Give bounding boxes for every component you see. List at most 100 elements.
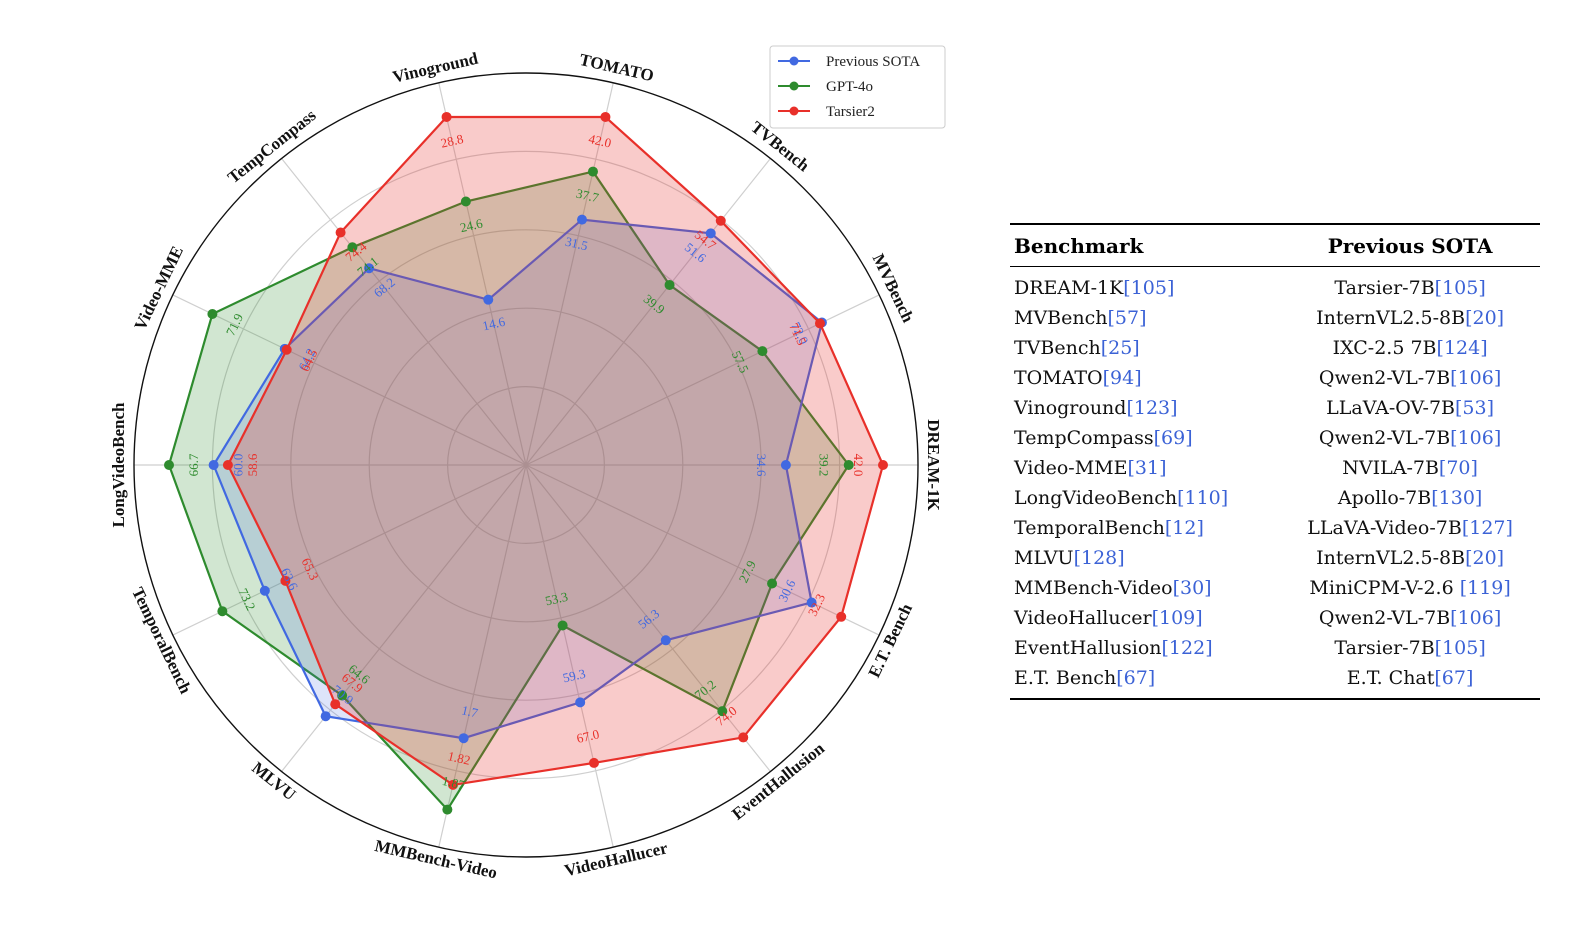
value-label: 34.6	[754, 454, 769, 477]
benchmark-cell: MLVU[128]	[1010, 544, 1280, 574]
data-point	[767, 578, 778, 589]
series-area-tarsier2	[226, 115, 885, 787]
data-point	[780, 460, 791, 470]
citation-link[interactable]: [128]	[1073, 547, 1125, 569]
grid-spoke	[525, 82, 614, 466]
benchmark-cell-text: DREAM-1K	[1014, 277, 1124, 299]
category-label: TOMATO	[578, 50, 656, 85]
table-row: TOMATO[94] Qwen2-VL-7B[106]	[1010, 364, 1540, 394]
value-label: 1.7	[460, 702, 480, 720]
legend-marker	[789, 81, 799, 91]
value-label: 24.6	[459, 215, 485, 235]
benchmark-cell: VideoHallucer[109]	[1010, 604, 1280, 634]
citation-link[interactable]: [20]	[1465, 307, 1505, 329]
citation-link[interactable]: [105]	[1123, 277, 1175, 299]
sota-cell: E.T. Chat[67]	[1280, 664, 1540, 699]
citation-link[interactable]: [110]	[1177, 487, 1229, 509]
benchmark-cell-text: VideoHallucer	[1014, 607, 1152, 629]
data-point	[217, 606, 228, 617]
category-label: Vinoground	[391, 49, 481, 87]
data-point	[335, 227, 346, 238]
citation-link[interactable]: [25]	[1100, 337, 1140, 359]
citation-link[interactable]: [53]	[1455, 397, 1495, 419]
value-label: 42.0	[851, 454, 866, 477]
benchmark-cell-text: MMBench-Video	[1014, 577, 1173, 599]
citation-link[interactable]: [69]	[1153, 427, 1193, 449]
citation-link[interactable]: [130]	[1431, 487, 1483, 509]
citation-link[interactable]: [31]	[1127, 457, 1167, 479]
sota-cell: Qwen2-VL-7B[106]	[1280, 364, 1540, 394]
benchmark-cell: TVBench[25]	[1010, 334, 1280, 364]
value-label: 1.82	[446, 748, 472, 768]
benchmark-cell-text: TemporalBench	[1014, 517, 1165, 539]
grid-spoke	[525, 464, 614, 848]
sota-cell-text: MiniCPM-V-2.6	[1309, 577, 1460, 599]
citation-link[interactable]: [67]	[1116, 667, 1156, 689]
citation-link[interactable]: [12]	[1164, 517, 1204, 539]
benchmark-cell: TOMATO[94]	[1010, 364, 1280, 394]
citation-link[interactable]: [105]	[1434, 277, 1486, 299]
citation-link[interactable]: [123]	[1126, 397, 1178, 419]
legend: Previous SOTA GPT-4o Tarsier2	[769, 45, 946, 129]
data-point	[280, 575, 291, 586]
table-row: DREAM-1K[105] Tarsier-7B[105]	[1010, 267, 1540, 305]
legend-label: GPT-4o	[826, 79, 873, 95]
benchmark-cell-text: MVBench	[1014, 307, 1108, 329]
sota-cell: Qwen2-VL-7B[106]	[1280, 604, 1540, 634]
citation-link[interactable]: [70]	[1438, 457, 1478, 479]
data-point	[660, 635, 671, 646]
citation-link[interactable]: [106]	[1450, 367, 1502, 389]
benchmark-cell-text: EventHallusion	[1014, 637, 1162, 659]
sota-cell: MiniCPM-V-2.6 [119]	[1280, 574, 1540, 604]
benchmark-cell: Video-MME[31]	[1010, 454, 1280, 484]
data-point	[330, 699, 341, 710]
sota-cell-text: IXC-2.5 7B	[1332, 337, 1437, 359]
data-point	[757, 346, 768, 357]
sota-cell-text: E.T. Chat	[1346, 667, 1435, 689]
category-label: TemporalBench	[128, 584, 195, 697]
value-label: 14.6	[481, 314, 507, 334]
sota-cell-text: Tarsier-7B	[1334, 637, 1435, 659]
citation-link[interactable]: [105]	[1434, 637, 1486, 659]
benchmark-cell: EventHallusion[122]	[1010, 634, 1280, 664]
citation-link[interactable]: [67]	[1434, 667, 1474, 689]
citation-link[interactable]: [94]	[1102, 367, 1142, 389]
citation-link[interactable]: [127]	[1461, 517, 1513, 539]
citation-link[interactable]: [124]	[1436, 337, 1488, 359]
citation-link[interactable]: [106]	[1450, 607, 1502, 629]
value-label: 60.0	[231, 454, 246, 477]
value-label: 39.2	[817, 454, 832, 477]
benchmark-cell-text: Video-MME	[1014, 457, 1128, 479]
data-point	[575, 697, 586, 708]
benchmark-cell: LongVideoBench[110]	[1010, 484, 1280, 514]
table-row: TVBench[25] IXC-2.5 7B[124]	[1010, 334, 1540, 364]
category-label: EventHallusion	[728, 738, 828, 823]
data-point	[320, 711, 331, 722]
benchmark-cell-text: Vinoground	[1014, 397, 1127, 419]
header-benchmark: Benchmark	[1014, 234, 1144, 258]
category-label: E.T. Bench	[865, 600, 917, 680]
citation-link[interactable]: [109]	[1151, 607, 1203, 629]
table-row: MLVU[128] InternVL2.5-8B[20]	[1010, 544, 1540, 574]
sota-cell: InternVL2.5-8B[20]	[1280, 544, 1540, 574]
grid-spoke	[281, 464, 527, 772]
citation-link[interactable]: [30]	[1172, 577, 1212, 599]
sota-cell-text: InternVL2.5-8B	[1316, 547, 1466, 569]
data-point	[705, 228, 716, 239]
value-label: 59.3	[561, 666, 587, 686]
sota-cell: LLaVA-Video-7B[127]	[1280, 514, 1540, 544]
grid-spoke	[172, 464, 527, 636]
table-row: E.T. Bench[67] E.T. Chat[67]	[1010, 664, 1540, 699]
citation-link[interactable]: [122]	[1161, 637, 1213, 659]
citation-link[interactable]: [119]	[1459, 577, 1511, 599]
citation-link[interactable]: [106]	[1450, 427, 1502, 449]
citation-link[interactable]: [57]	[1107, 307, 1147, 329]
citation-link[interactable]: [20]	[1465, 547, 1505, 569]
legend-box	[769, 45, 946, 129]
benchmark-cell: E.T. Bench[67]	[1010, 664, 1280, 699]
legend-label: Previous SOTA	[826, 54, 920, 70]
data-point	[364, 263, 375, 274]
data-point	[442, 804, 453, 815]
data-point	[347, 242, 358, 253]
table-row: EventHallusion[122] Tarsier-7B[105]	[1010, 634, 1540, 664]
